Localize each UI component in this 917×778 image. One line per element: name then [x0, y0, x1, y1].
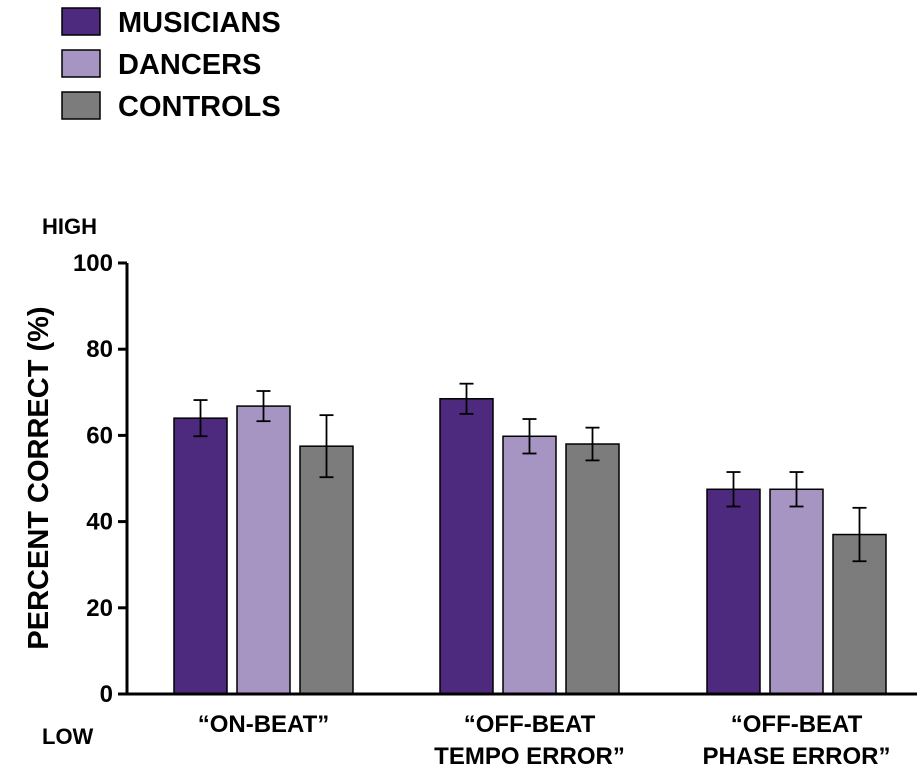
bar-dancers-2 — [769, 488, 824, 695]
bar-controls-0 — [299, 445, 354, 695]
bar-musicians-0 — [173, 417, 228, 695]
axes — [118, 261, 917, 696]
y-high-label: HIGH — [42, 214, 97, 239]
bars — [173, 398, 887, 695]
y-tick-label-0: 0 — [100, 681, 113, 708]
category-label-0-line-0: “ON-BEAT” — [198, 711, 330, 738]
y-tick-label-20: 20 — [86, 595, 113, 622]
legend-label-dancers: DANCERS — [118, 49, 261, 81]
y-tick-label-60: 60 — [86, 422, 113, 449]
legend-swatch-dancers — [61, 49, 101, 78]
y-low-label: LOW — [42, 724, 94, 749]
category-label-1-line-0: “OFF-BEAT — [464, 711, 596, 738]
y-tick-label-100: 100 — [73, 250, 113, 277]
labels: 0 20 40 60 80 100 PERCENT CORRECT (%) HIGH LOW “O… — [23, 214, 891, 770]
bar-musicians-1 — [439, 398, 494, 695]
category-label-1-line-1: TEMPO ERROR” — [434, 743, 625, 770]
y-tick-label-80: 80 — [86, 336, 113, 363]
legend: MUSICIANS DANCERS CONTROLS — [61, 7, 281, 123]
bar-controls-1 — [565, 443, 620, 695]
error-bars — [193, 382, 867, 563]
bar-dancers-1 — [502, 435, 557, 695]
category-label-2-line-0: “OFF-BEAT — [731, 711, 863, 738]
category-label-2-line-1: PHASE ERROR” — [702, 743, 890, 770]
legend-swatch-controls — [61, 91, 101, 120]
legend-swatch-musicians — [61, 7, 101, 36]
bar-dancers-0 — [236, 405, 291, 695]
legend-label-musicians: MUSICIANS — [118, 7, 281, 39]
y-axis-title: PERCENT CORRECT (%) — [23, 306, 55, 649]
legend-label-controls: CONTROLS — [118, 91, 281, 123]
bar-musicians-2 — [706, 488, 761, 695]
y-tick-label-40: 40 — [86, 509, 113, 536]
